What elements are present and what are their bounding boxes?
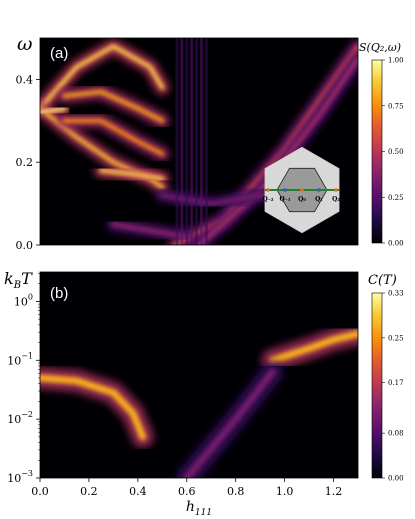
x-tick-label: 1.2	[325, 485, 343, 498]
spectral-band	[40, 44, 165, 111]
stripe-artifact	[185, 38, 189, 245]
y-tick-label: 100	[14, 292, 33, 308]
panel-a: (a) ω 0.0 0.2 0.4 Q₋₂ Q₋₁ Q₀ Q₁ Q₂ S(Q₂,ω) 0.0…	[16, 33, 404, 252]
spectral-band	[62, 118, 165, 156]
spectral-band	[160, 189, 287, 206]
colorbar-tick-label: 0.00	[388, 240, 404, 248]
bz-label: Q₋₁	[279, 196, 290, 203]
x-tick-label: 0.6	[178, 485, 196, 498]
colorbar-tick-label: 0.33	[388, 290, 404, 298]
panel-a-colorbar-ticks: 0.00 0.25 0.50 0.75 1.00	[382, 57, 404, 248]
heat-feature-lower-peak	[40, 374, 147, 441]
y-tick-label: 0.0	[16, 239, 34, 252]
panel-a-colorbar-label: S(Q₂,ω)	[359, 41, 401, 54]
colorbar-tick-label: 0.75	[388, 102, 404, 110]
panel-b: (b) kBT 100 10−1 10−2 10−3 0.0 0.2 0.4 0.6 0.8 1…	[4, 269, 404, 518]
stripe-artifact	[175, 38, 179, 245]
y-tick-label: 10−1	[7, 351, 33, 367]
bz-point	[334, 188, 338, 192]
colorbar-tick-label: 0.08	[388, 430, 404, 438]
panel-b-ylabel: kBT	[4, 269, 33, 291]
panel-a-label: (a)	[50, 45, 68, 62]
bz-point	[317, 188, 321, 192]
spectral-band	[40, 106, 67, 115]
bz-label: Q₀	[298, 196, 306, 203]
panel-a-y-ticks: 0.0 0.2 0.4	[16, 73, 40, 252]
panel-a-stripes	[175, 38, 208, 245]
stripe-artifact	[204, 38, 208, 245]
spectral-band	[111, 222, 189, 239]
heat-feature-high-h-peak	[268, 330, 358, 364]
stripe-artifact	[180, 38, 184, 245]
spectral-band	[172, 44, 358, 245]
x-tick-label: 0.2	[80, 485, 98, 498]
bz-point	[300, 188, 304, 192]
panel-a-colorbar	[371, 59, 383, 244]
colorbar-tick-label: 0.00	[388, 475, 404, 483]
spectral-band	[62, 89, 165, 123]
bz-label: Q₁	[315, 196, 323, 203]
y-tick-label: 10−2	[7, 410, 33, 426]
panel-b-colorbar-label: C(T)	[368, 273, 397, 288]
bz-point	[283, 188, 287, 192]
panel-b-label: (b)	[50, 285, 68, 302]
stripe-artifact	[195, 38, 199, 245]
panel-b-xlabel: h111	[186, 499, 212, 518]
colorbar-tick-label: 0.17	[388, 379, 404, 387]
panel-b-colorbar-ticks: 0.00 0.08 0.17 0.25 0.33	[382, 290, 404, 483]
x-tick-label: 1.0	[276, 485, 294, 498]
bz-point	[266, 188, 270, 192]
panel-b-features	[40, 313, 358, 478]
x-tick-label: 0.4	[129, 485, 147, 498]
colorbar-tick-label: 0.25	[388, 194, 404, 202]
x-tick-label: 0.8	[227, 485, 245, 498]
colorbar-tick-label: 0.25	[388, 334, 404, 342]
colorbar-tick-label: 0.50	[388, 148, 404, 156]
panel-a-ylabel: ω	[17, 33, 33, 55]
spectral-band	[197, 56, 358, 245]
panel-b-y-ticks: 100 10−1 10−2 10−3	[7, 273, 40, 485]
stripe-artifact	[190, 38, 194, 245]
stripe-artifact	[199, 38, 203, 245]
bz-label: Q₂	[332, 196, 340, 203]
bz-label: Q₋₂	[262, 196, 273, 203]
x-tick-label: 0.0	[31, 485, 49, 498]
y-tick-label: 10−3	[7, 469, 33, 485]
y-tick-label: 0.4	[16, 73, 34, 86]
panel-b-x-ticks: 0.0 0.2 0.4 0.6 0.8 1.0 1.2	[31, 478, 342, 498]
y-tick-label: 0.2	[16, 156, 34, 169]
heat-feature-low-branch	[183, 368, 276, 478]
panel-b-colorbar	[371, 292, 383, 479]
panel-a-bands	[40, 39, 358, 245]
colorbar-tick-label: 1.00	[388, 57, 404, 65]
brillouin-zone-inset: Q₋₂ Q₋₁ Q₀ Q₁ Q₂	[262, 146, 340, 234]
spectral-band	[99, 168, 165, 181]
